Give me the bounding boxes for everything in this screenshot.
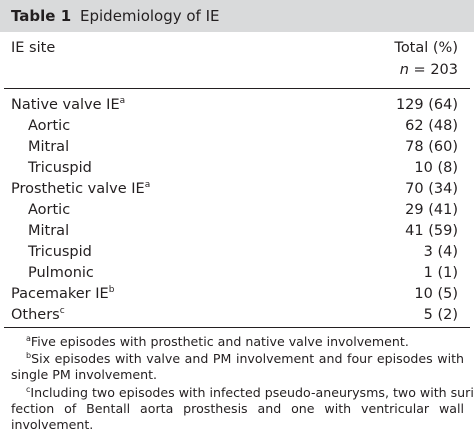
n-symbol: n <box>399 62 409 78</box>
table-row: Pulmonic 1 (1) <box>0 265 474 285</box>
row-value: 62 (48) <box>405 118 458 134</box>
row-label: Tricuspid <box>28 160 92 176</box>
column-header-total: Total (%) <box>394 40 458 56</box>
row-label: Pacemaker IEb <box>11 285 115 303</box>
table-row: Tricuspid 3 (4) <box>0 244 474 264</box>
table-row: Native valve IEa 129 (64) <box>0 97 474 117</box>
row-value: 129 (64) <box>395 97 458 113</box>
row-value: 41 (59) <box>405 223 458 239</box>
sample-size: n = 203 <box>400 62 458 78</box>
table-title: Epidemiology of IE <box>80 7 220 25</box>
table-row: Tricuspid 10 (8) <box>0 160 474 180</box>
header-rule <box>4 88 470 89</box>
row-label: Prosthetic valve IEa <box>11 180 151 198</box>
n-value: = 203 <box>408 62 458 78</box>
footnote-c-line3: involvement. <box>11 417 94 432</box>
footnote-marker: b <box>26 351 32 360</box>
footnote-marker: a <box>144 180 151 190</box>
footnote-c-line2: fection of Bentall aorta prosthesis and … <box>11 401 464 416</box>
row-value: 3 (4) <box>423 244 458 260</box>
footnote-marker: a <box>119 96 126 106</box>
row-value: 5 (2) <box>423 307 458 323</box>
row-label: Aortic <box>28 118 71 134</box>
row-label: Aortic <box>28 202 71 218</box>
footer-rule <box>4 327 470 328</box>
row-label: Native valve IEa <box>11 96 126 114</box>
table-row: Prosthetic valve IEa 70 (34) <box>0 181 474 201</box>
table-row: Mitral 41 (59) <box>0 223 474 243</box>
row-value: 1 (1) <box>423 265 458 281</box>
table-row: Mitral 78 (60) <box>0 139 474 159</box>
row-label: Othersc <box>11 306 65 324</box>
table-row: Aortic 29 (41) <box>0 202 474 222</box>
row-value: 78 (60) <box>405 139 458 155</box>
row-label: Mitral <box>28 139 70 155</box>
table-row: Othersc 5 (2) <box>0 307 474 327</box>
footnote-b-line2: single PM involvement. <box>11 367 158 382</box>
footnote-marker: a <box>26 334 31 343</box>
footnote-marker: c <box>26 385 31 394</box>
table-row: Aortic 62 (48) <box>0 118 474 138</box>
row-label: Tricuspid <box>28 244 92 260</box>
table-number: Table 1 <box>11 7 72 25</box>
table-title-bar: Table 1 Epidemiology of IE <box>0 0 474 32</box>
row-value: 10 (8) <box>414 160 458 176</box>
footnote-marker: c <box>59 306 65 316</box>
row-label: Mitral <box>28 223 70 239</box>
table-row: Pacemaker IEb 10 (5) <box>0 286 474 306</box>
footnote-c-line1: cIncluding two episodes with infected ps… <box>26 385 474 400</box>
footnote-marker: b <box>108 285 115 295</box>
row-value: 10 (5) <box>414 286 458 302</box>
column-header-site: IE site <box>11 40 56 56</box>
footnote-b-line1: bSix episodes with valve and PM involvem… <box>26 351 464 366</box>
row-value: 70 (34) <box>405 181 458 197</box>
row-value: 29 (41) <box>405 202 458 218</box>
footnote-a: aFive episodes with prosthetic and nativ… <box>26 334 409 349</box>
row-label: Pulmonic <box>28 265 94 281</box>
